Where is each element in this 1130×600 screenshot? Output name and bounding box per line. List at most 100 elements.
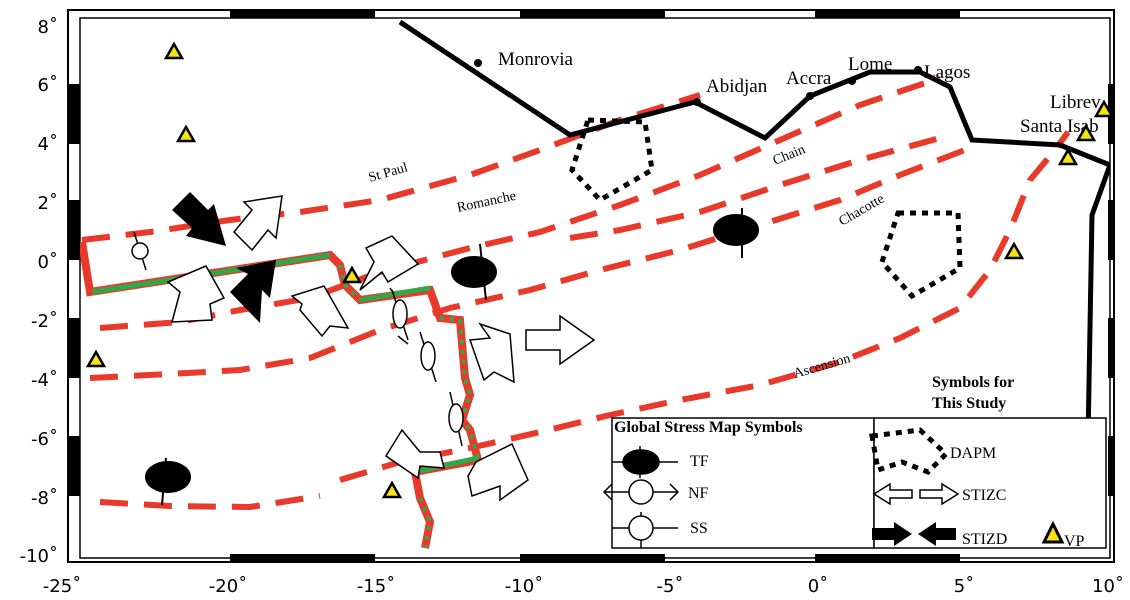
city-label-monrovia: Monrovia: [498, 49, 574, 70]
city-label-lome: Lome: [848, 54, 892, 75]
city-labels: Monrovia Abidjan Accra Lome Lagos Librev…: [498, 49, 1101, 137]
open-circle-icon: [389, 287, 409, 345]
fz-label-chacotte: Chacotte: [837, 192, 888, 230]
legend-tf-label: TF: [690, 453, 709, 470]
volcano-markers: [85, 41, 1110, 499]
y-tick-label: -2˚: [31, 311, 58, 332]
hollow-arrow-icon: [290, 285, 350, 338]
dapm-polygon: [569, 117, 655, 204]
city-dots: [474, 59, 922, 106]
y-tick-label: -10˚: [20, 546, 58, 567]
filled-ellipse-icon: [145, 457, 191, 506]
x-tick-label: 10˚: [1092, 576, 1124, 597]
hollow-arrow-icon: [384, 428, 445, 480]
legend-gsm-box: [611, 417, 875, 549]
solid-arrow-icon: [918, 522, 956, 546]
solid-arrow-icon: [872, 522, 912, 546]
fracture-zone-line: [99, 75, 941, 331]
x-tick-label: -5˚: [657, 576, 684, 597]
hollow-arrow-icon: [525, 314, 596, 366]
legend: Global Stress Map Symbols Symbols for Th…: [602, 374, 1107, 550]
city-label-abidjan: Abidjan: [706, 76, 768, 97]
x-tick-label: 0˚: [808, 576, 828, 597]
fz-label-chain: Chain: [771, 142, 808, 168]
hollow-arrow-icon: [359, 235, 420, 291]
normal-focal-mechanisms: [131, 231, 464, 447]
legend-ss-symbol: [612, 512, 678, 548]
y-tick-label: 0˚: [38, 252, 58, 273]
triangle-icon: [1041, 520, 1065, 544]
x-tick-label: -10˚: [505, 576, 543, 597]
triangle-icon: [341, 265, 363, 284]
fz-label-ascension: Ascension: [792, 351, 852, 381]
triangle-icon: [163, 41, 185, 60]
legend-tf-symbol: [612, 446, 678, 478]
legend-gsm-title: Global Stress Map Symbols: [614, 419, 803, 436]
legend-study-title: Symbols for: [932, 374, 1014, 391]
y-tick-label: 6˚: [38, 75, 58, 96]
hollow-arrow-icon: [467, 442, 529, 502]
y-tick-label: 2˚: [38, 193, 58, 214]
legend-stizc-symbol: [872, 482, 960, 506]
triangle-icon: [1093, 99, 1110, 118]
fracture-zone-line: [81, 92, 701, 243]
triangle-icon: [381, 480, 403, 499]
frame-ticks: [68, 10, 1114, 562]
legend-dapm-symbol: [869, 427, 950, 475]
x-tick-label: -15˚: [357, 576, 395, 597]
y-tick-label: -4˚: [31, 370, 58, 391]
fracture-zone-line: [569, 135, 941, 241]
solid-arrow-icon: [172, 192, 226, 246]
dapm-polygon: [879, 210, 963, 300]
filled-ellipse-icon: [451, 243, 497, 301]
legend-stizd-symbol: [872, 522, 956, 546]
open-circle-icon: [419, 331, 437, 383]
triangle-icon: [1075, 123, 1097, 142]
city-label-accra: Accra: [786, 68, 832, 89]
fracture-zone-line: [99, 493, 321, 511]
hollow-arrow-icon: [919, 482, 960, 506]
fz-label-romanche: Romanche: [456, 189, 518, 216]
legend-nf-label: NF: [688, 485, 709, 502]
triangle-icon: [85, 349, 107, 368]
fracture-zone-line: [89, 145, 972, 381]
dapm-polygons: [569, 117, 963, 300]
triangle-icon: [175, 124, 197, 143]
fracture-zones: [81, 75, 1071, 511]
x-tick-label: -20˚: [209, 576, 247, 597]
y-tick-label: -8˚: [31, 488, 58, 509]
filled-ellipse-icon: [713, 208, 759, 258]
x-axis-labels: -25˚ -20˚ -15˚ -10˚ -5˚ 0˚ 5˚ 10˚: [43, 576, 1124, 597]
legend-study-title-2: This Study: [932, 395, 1006, 412]
legend-dapm-label: DAPM: [950, 445, 996, 462]
hollow-arrow-icon: [872, 482, 913, 506]
open-circle-icon: [448, 391, 464, 447]
extension-arrows: [166, 195, 596, 502]
triangle-icon: [1003, 241, 1025, 260]
y-tick-label: 8˚: [38, 17, 58, 38]
legend-vp-label: VP: [1064, 533, 1085, 550]
open-circle-icon: [131, 231, 149, 271]
x-tick-label: 5˚: [954, 576, 974, 597]
hollow-arrow-icon: [232, 195, 283, 252]
legend-study-box: [873, 417, 1107, 549]
legend-ss-label: SS: [690, 520, 708, 537]
y-tick-label: -6˚: [31, 429, 58, 450]
fracture-zone-line: [339, 130, 1071, 483]
hollow-arrow-icon: [468, 322, 515, 384]
hollow-arrow-icon: [166, 265, 226, 323]
compression-arrows: [172, 192, 276, 323]
legend-stizd-label: STIZD: [962, 531, 1007, 548]
city-label-lagos: Lagos: [924, 62, 970, 83]
y-tick-label: 4˚: [38, 134, 58, 155]
triangle-icon: [1057, 147, 1079, 166]
solid-arrow-icon: [230, 260, 276, 323]
city-label-libreville: Librev: [1050, 92, 1101, 113]
thrust-focal-mechanisms: [145, 208, 759, 506]
legend-nf-symbol: [602, 479, 680, 505]
fz-label-st-paul: St Paul: [367, 160, 410, 185]
legend-stizc-label: STIZC: [962, 487, 1006, 504]
x-tick-label: -25˚: [43, 576, 81, 597]
city-label-santa-isabel: Santa Isab: [1020, 116, 1099, 137]
